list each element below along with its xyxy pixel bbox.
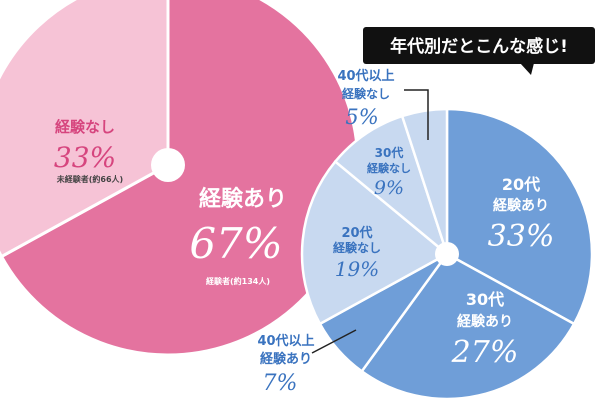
slice-age-percent: 5%: [345, 105, 378, 129]
slice-age-label-line1: 40代以上: [257, 333, 314, 349]
slice-age-label-line1: 40代以上: [337, 68, 394, 84]
pie-slice-age-3: [300, 159, 450, 326]
slice-percent-experienced: 67%: [189, 219, 282, 268]
slice-age-label-line1: 30代: [466, 290, 504, 309]
slice-age-label-line2: 経験あり: [457, 313, 513, 330]
slice-age-label-line2: 経験あり: [493, 197, 549, 214]
slice-age-label-line2: 経験なし: [342, 86, 390, 101]
pie-center-hole-age: [435, 242, 459, 266]
slice-note-experienced: 経験者(約134人): [206, 276, 270, 286]
slice-age-percent: 7%: [263, 371, 298, 396]
leader-line-40s-experienced: [311, 329, 357, 354]
slice-label-inexperienced: 経験なし: [55, 118, 115, 136]
slice-age-label-line1: 30代: [375, 145, 404, 160]
slice-age-label-line2: 経験あり: [260, 351, 312, 367]
pie-center-hole: [151, 148, 185, 182]
slice-note-inexperienced: 未経験者(約66人): [56, 174, 123, 184]
slice-age-percent: 33%: [488, 219, 555, 254]
slice-age-percent: 27%: [451, 335, 519, 370]
pie-slice-age-0: [445, 107, 594, 326]
slice-age-percent: 19%: [335, 257, 379, 281]
pie-slice-age-4: [333, 114, 450, 258]
pie-slice-age-5: [400, 107, 449, 255]
pie-slice-age-1: [360, 252, 576, 400]
slice-age-label-line2: 経験なし: [333, 240, 381, 255]
slice-age-label-line2: 経験なし: [367, 161, 411, 175]
callout-text: 年代別だとこんな感じ!: [390, 36, 568, 57]
callout-tail: [520, 63, 534, 75]
leader-line-40s-inexperienced: [404, 89, 429, 140]
pie-slice-experience-1: [0, 0, 170, 259]
slice-age-label-line1: 20代: [341, 225, 372, 241]
callout-bubble: [363, 27, 595, 64]
slice-label-experienced: 経験あり: [199, 186, 287, 212]
slice-age-label-line1: 20代: [502, 175, 540, 194]
slice-percent-inexperienced: 33%: [54, 141, 116, 174]
slice-age-percent: 9%: [374, 177, 404, 199]
